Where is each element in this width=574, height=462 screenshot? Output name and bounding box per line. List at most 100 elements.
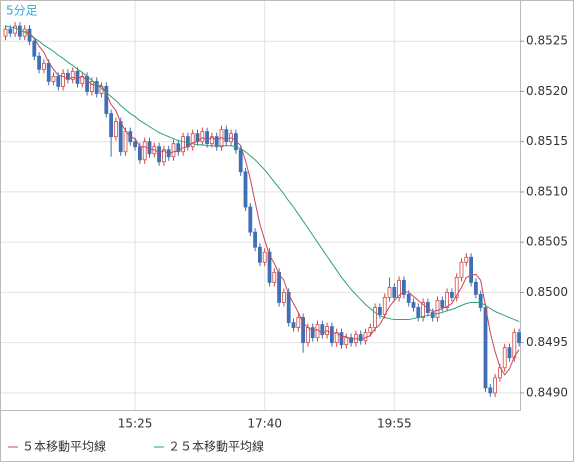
candle-body <box>469 256 474 283</box>
candle-body <box>51 75 56 82</box>
candle-body <box>406 294 411 303</box>
candle-body <box>181 136 186 153</box>
candle-body <box>411 302 416 308</box>
candle-body <box>301 317 306 344</box>
candle-body <box>142 141 147 161</box>
x-tick-label: 19:55 <box>377 417 412 431</box>
candle-body <box>493 377 498 394</box>
candle-body <box>329 326 334 344</box>
candle-body <box>190 133 195 148</box>
candle-body <box>478 294 483 308</box>
ma-line <box>24 30 520 376</box>
candle-body <box>449 292 454 298</box>
candle-body <box>238 149 243 173</box>
candle-body <box>176 143 181 153</box>
candle-body <box>209 136 214 145</box>
candle-body <box>344 337 349 346</box>
candle-body <box>94 80 99 94</box>
candle-body <box>363 332 368 342</box>
candle-body <box>56 75 61 87</box>
candle-body <box>358 334 363 342</box>
candle-body <box>473 281 478 295</box>
candle-body <box>382 297 387 315</box>
candle-body <box>17 25 22 37</box>
chart-title: 5分足 <box>6 4 38 18</box>
candle-body <box>147 141 152 155</box>
candle-body <box>281 292 286 303</box>
plot-frame <box>0 0 521 411</box>
candle-body <box>512 332 517 359</box>
candle-body <box>305 327 310 344</box>
candle-body <box>109 113 113 138</box>
candle-body <box>90 80 94 92</box>
candle-body <box>46 62 51 82</box>
candle-body <box>421 302 426 318</box>
candle-body <box>75 70 80 84</box>
candle-body <box>248 206 253 233</box>
candle-body <box>262 251 267 263</box>
candle-body <box>214 136 219 148</box>
candle-body <box>435 300 440 318</box>
candle-body <box>483 307 488 389</box>
candle-body <box>368 327 373 334</box>
candle-body <box>200 131 205 143</box>
y-tick-label: 0.8525 <box>526 34 568 48</box>
candle-body <box>454 276 459 298</box>
candle-body <box>161 149 166 163</box>
y-tick-label: 0.8490 <box>526 385 568 399</box>
candle-body <box>8 28 13 34</box>
candle-body <box>205 131 210 145</box>
y-tick-label: 0.8510 <box>526 184 568 198</box>
candle-body <box>104 86 109 114</box>
candle-body <box>118 121 123 153</box>
candle-body <box>42 62 46 70</box>
candle-body <box>61 72 65 87</box>
candle-body <box>286 292 291 323</box>
candle-body <box>267 251 272 283</box>
candle-body <box>123 131 128 153</box>
candle-body <box>37 55 41 70</box>
candle-body <box>133 141 138 148</box>
candle-body <box>320 324 325 336</box>
candle-body <box>70 70 75 80</box>
candle-body <box>157 146 162 163</box>
grid <box>1 1 520 410</box>
candle-body <box>387 287 392 298</box>
candle-body <box>459 261 464 278</box>
candle-body <box>171 143 176 158</box>
candle-body <box>401 279 406 295</box>
y-tick-label: 0.8505 <box>526 235 568 249</box>
candle-body <box>392 287 397 298</box>
candle-body <box>445 292 450 308</box>
candle-body <box>488 387 493 394</box>
candle-body <box>497 367 502 379</box>
candle-body <box>272 271 277 283</box>
y-tick-label: 0.8520 <box>526 84 568 98</box>
candle-body <box>416 307 421 318</box>
candle-body <box>310 327 315 339</box>
candle-body <box>373 307 378 328</box>
candle-body <box>85 75 89 92</box>
legend-label: ５本移動平均線 <box>22 439 106 454</box>
candle-body <box>224 129 229 143</box>
candle-body <box>32 40 37 57</box>
candle-body <box>13 25 18 34</box>
candle-body <box>291 322 296 328</box>
candle-body <box>253 231 258 248</box>
candle-body <box>517 332 521 344</box>
candle-body <box>502 347 507 369</box>
candle-body <box>3 28 8 37</box>
candle-body <box>137 146 142 161</box>
x-tick-label: 17:40 <box>247 417 282 431</box>
legend-label: ２５本移動平均線 <box>168 439 264 454</box>
y-tick-label: 0.8515 <box>526 134 568 148</box>
candle-body <box>257 246 262 263</box>
ma-line <box>5 25 520 323</box>
candle-body <box>507 347 512 359</box>
candle-body <box>397 279 402 298</box>
candle-body <box>464 256 469 263</box>
candle-body <box>114 121 118 138</box>
